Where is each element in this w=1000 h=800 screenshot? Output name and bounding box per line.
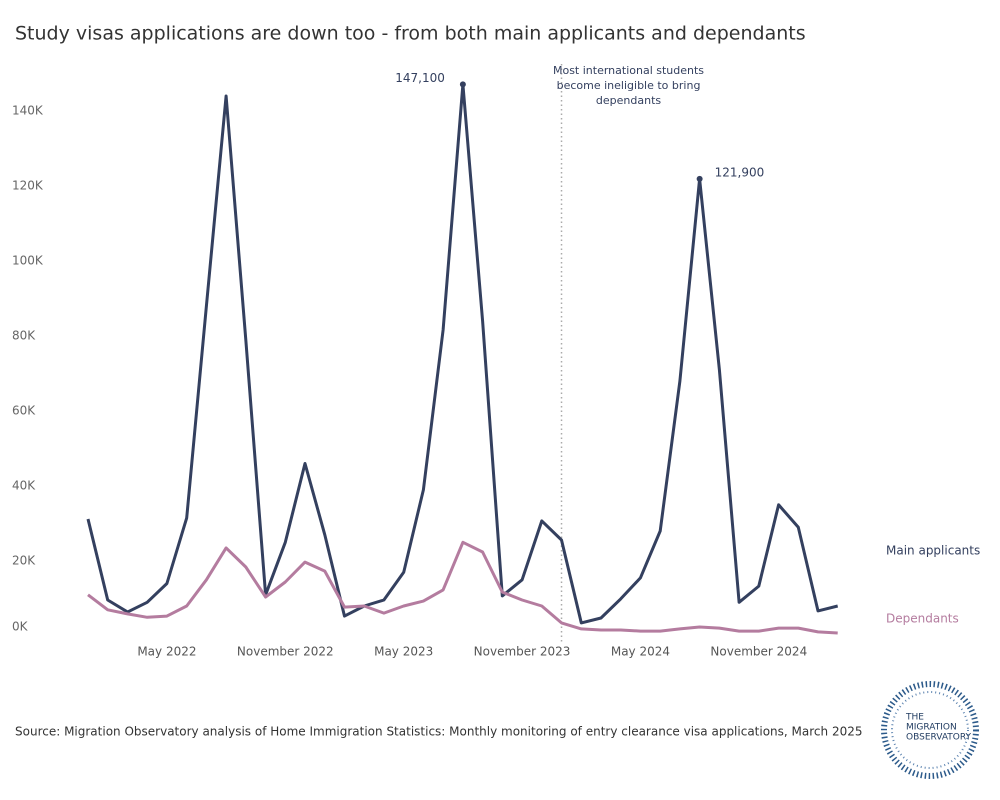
y-tick-label: 140K: [12, 104, 44, 118]
x-tick-label: November 2023: [474, 645, 571, 659]
x-tick-label: May 2024: [611, 645, 670, 659]
value-label: 147,100: [395, 71, 445, 85]
chart-title: Study visas applications are down too - …: [15, 23, 806, 45]
y-tick-label: 120K: [12, 179, 44, 193]
x-tick-label: May 2022: [137, 645, 196, 659]
peak-marker: [459, 81, 466, 88]
source: Source: Migration Observatory analysis o…: [15, 725, 862, 739]
annotation: dependants: [596, 94, 661, 107]
annotation: Most international students: [553, 64, 704, 77]
x-tick-label: November 2024: [710, 645, 807, 659]
peak-marker: [696, 175, 703, 182]
y-tick-label: 20K: [12, 554, 36, 568]
y-tick-label: 80K: [12, 329, 36, 343]
logo: THE MIGRATION OBSERVATORY: [881, 681, 979, 779]
logo-text: MIGRATION: [906, 723, 957, 733]
y-tick-label: 60K: [12, 404, 36, 418]
y-tick-label: 100K: [12, 254, 44, 268]
value-label: 121,900: [715, 165, 765, 179]
x-tick-label: November 2022: [237, 645, 334, 659]
logo-text: OBSERVATORY: [906, 733, 972, 743]
logo-ring-inner: [891, 691, 969, 769]
logo-text: THE: [905, 713, 924, 723]
logo-ring: [881, 681, 979, 779]
y-tick-label: 0K: [12, 620, 29, 634]
legend-label: Main applicants: [886, 544, 980, 558]
y-tick-label: 40K: [12, 479, 36, 493]
x-tick-label: May 2023: [374, 645, 433, 659]
legend-label: Dependants: [886, 612, 959, 626]
annotation: become ineligible to bring: [557, 79, 701, 92]
series-line: [87, 540, 838, 635]
